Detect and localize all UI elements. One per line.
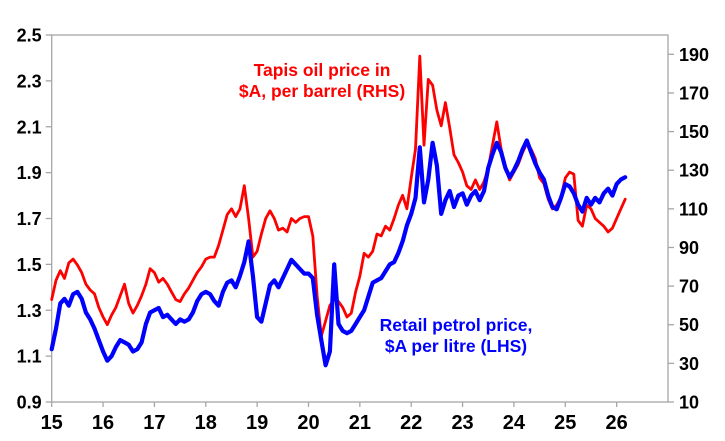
right-axis-tick-label: 50 (679, 315, 699, 335)
tapis-oil-series-label: Tapis oil price in $A, per barrel (RHS) (239, 60, 405, 102)
right-axis-tick-label: 10 (679, 393, 699, 413)
x-axis-tick-label: 15 (41, 412, 63, 434)
right-axis-tick-label: 90 (679, 238, 699, 258)
right-axis-tick-label: 110 (679, 199, 708, 219)
retail-petrol-series-label: Retail petrol price, $A per litre (LHS) (380, 315, 533, 357)
left-axis-tick-label: 1.7 (17, 209, 42, 229)
tapis-oil-series-label-line2: $A, per barrel (RHS) (238, 81, 406, 101)
tapis-oil-series-label-line1: Tapis oil price in (253, 60, 391, 80)
left-axis-tick-label: 2.1 (17, 117, 42, 137)
right-axis-tick-label: 30 (679, 354, 699, 374)
left-axis-tick-label: 1.1 (17, 347, 42, 367)
retail-petrol-line (49, 138, 628, 368)
right-axis-tick-label: 170 (679, 83, 709, 103)
left-axis-tick-label: 1.5 (17, 255, 42, 275)
right-axis-tick-label: 130 (679, 161, 709, 181)
x-axis-tick-label: 17 (143, 412, 165, 434)
right-axis-tick-label: 190 (679, 45, 709, 65)
x-axis-tick-label: 19 (246, 412, 268, 434)
left-axis-tick-label: 0.9 (17, 393, 42, 413)
x-axis-tick-label: 20 (297, 412, 319, 434)
left-axis-tick-label: 1.9 (17, 163, 42, 183)
x-axis-tick-label: 24 (503, 412, 526, 434)
right-axis-tick-label: 70 (679, 277, 699, 297)
x-axis-tick-label: 22 (400, 412, 422, 434)
x-axis-tick-label: 23 (451, 412, 473, 434)
left-axis-tick-label: 1.3 (17, 301, 42, 321)
x-axis-tick-label: 21 (349, 412, 371, 434)
left-axis-tick-label: 2.3 (17, 71, 42, 91)
retail-petrol-series-label-line2: $A per litre (LHS) (384, 336, 528, 356)
x-axis-tick-label: 18 (195, 412, 217, 434)
right-axis-tick-label: 150 (679, 122, 709, 142)
retail-petrol-series-label-line1: Retail petrol price, (379, 315, 533, 335)
x-axis-tick-label: 16 (92, 412, 114, 434)
left-axis-tick-label: 2.5 (17, 26, 42, 46)
x-axis-tick-label: 26 (606, 412, 628, 434)
x-axis-tick-label: 25 (554, 412, 576, 434)
